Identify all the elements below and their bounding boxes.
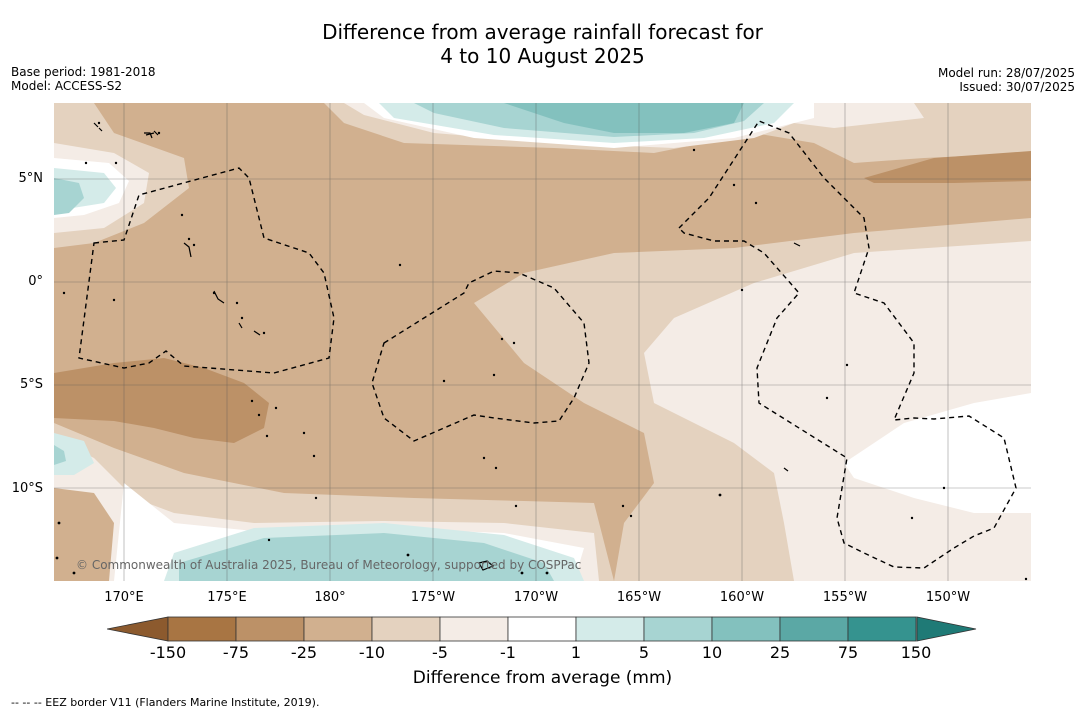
colorbar-cell: [847, 616, 917, 642]
cb-tick-neg10: -10: [358, 643, 386, 662]
map-title: Difference from average rainfall forecas…: [0, 20, 1085, 68]
contour-s-teal2: [179, 533, 554, 581]
lon-label-175e: 175°E: [207, 590, 247, 605]
model-name: Model: ACCESS-S2: [11, 79, 123, 93]
lat-label-10s: 10°S: [11, 481, 43, 496]
colorbar-under-arrow: [107, 616, 169, 642]
cb-tick-1: 1: [570, 643, 582, 662]
cb-tick-5: 5: [638, 643, 650, 662]
colorbar-cell: [371, 616, 441, 642]
colorbar-cell: [779, 616, 849, 642]
lon-label-160w: 160°W: [719, 590, 765, 605]
lon-label-170w: 170°W: [513, 590, 559, 605]
cb-tick-25: 25: [769, 643, 791, 662]
contour-sw-teal-left: [54, 433, 94, 475]
map-svg: [54, 103, 1031, 581]
islands: [93, 122, 801, 571]
eez-footnote: -- -- -- EEZ border V11 (Flanders Marine…: [11, 696, 320, 709]
contour-sw-dark-sliver: [54, 488, 114, 581]
cb-tick-neg75: -75: [222, 643, 250, 662]
cb-tick-neg1: -1: [500, 643, 516, 662]
cb-tick-75: 75: [837, 643, 859, 662]
gridlines: [54, 103, 1031, 581]
cb-tick-neg150: -150: [149, 643, 187, 662]
cb-tick-neg5: -5: [432, 643, 448, 662]
lon-label-180: 180°: [314, 590, 346, 605]
colorbar-cell: [575, 616, 645, 642]
eez-borders: [78, 120, 1017, 569]
lon-label-150w: 150°W: [925, 590, 971, 605]
island-dots: [55, 121, 1028, 581]
lat-label-5n: 5°N: [18, 171, 44, 186]
colorbar-cell: [167, 616, 237, 642]
lat-label-5s: 5°S: [19, 377, 43, 392]
colorbar-cells: [167, 616, 917, 642]
contour-ne-dark: [864, 151, 1031, 183]
contour-sw-teal-left2: [54, 445, 66, 465]
meta-right: Model run: 28/07/2025 Issued: 30/07/2025: [938, 66, 1075, 94]
contour-nw-teal2: [54, 178, 84, 215]
lon-label-155w: 155°W: [822, 590, 868, 605]
contour-top-teal3: [504, 103, 744, 133]
cb-tick-neg25: -25: [290, 643, 318, 662]
contour-sw-dark: [54, 358, 269, 443]
title-line-2: 4 to 10 August 2025: [440, 44, 645, 68]
title-line-1: Difference from average rainfall forecas…: [322, 20, 763, 44]
cb-tick-150: 150: [900, 643, 932, 662]
colorbar-label: Difference from average (mm): [412, 668, 673, 688]
colorbar-cell: [235, 616, 305, 642]
base-period: Base period: 1981-2018: [11, 65, 156, 79]
lat-label-0: 0°: [28, 274, 43, 289]
cb-tick-10: 10: [701, 643, 723, 662]
colorbar-cell: [439, 616, 509, 642]
copyright-notice: © Commonwealth of Australia 2025, Bureau…: [76, 558, 582, 572]
colorbar-over-arrow: [916, 616, 977, 642]
issued-date: Issued: 30/07/2025: [959, 80, 1075, 94]
colorbar-cell: [507, 616, 577, 642]
lon-label-175w: 175°W: [410, 590, 456, 605]
colorbar-cell: [303, 616, 373, 642]
colorbar-cell: [643, 616, 713, 642]
forecast-map: [54, 103, 1031, 581]
colorbar-cell: [711, 616, 781, 642]
lon-label-165w: 165°W: [616, 590, 662, 605]
lon-label-170e: 170°E: [104, 590, 144, 605]
model-run: Model run: 28/07/2025: [937, 66, 1075, 80]
contour-east-white: [844, 393, 1031, 513]
meta-left: Base period: 1981-2018 Model: ACCESS-S2: [11, 65, 156, 93]
colorbar: [107, 616, 977, 642]
